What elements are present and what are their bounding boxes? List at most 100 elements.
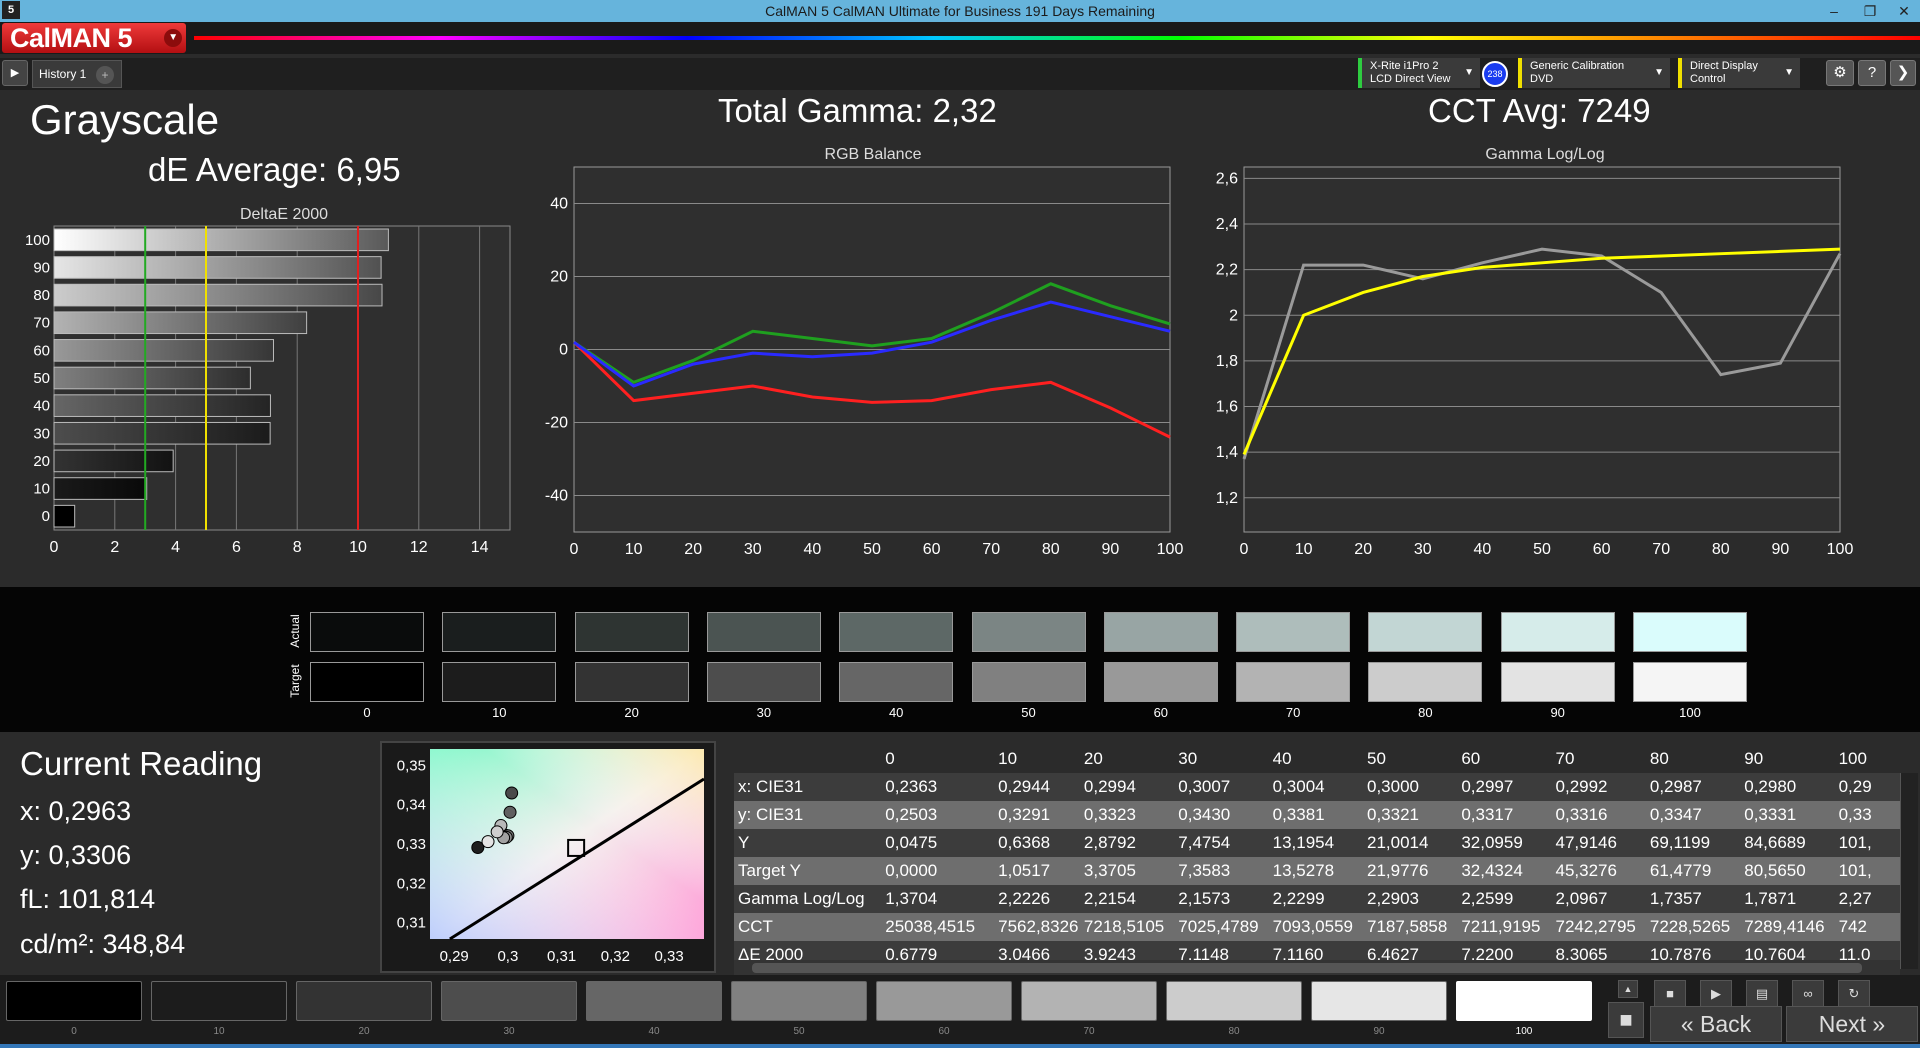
logo-text: CalMAN 5 <box>10 23 133 53</box>
column-header: 10 <box>994 745 1080 773</box>
table-row: CCT 25038,4515 7562,8326 7218,5105 7025,4789… <box>734 913 1900 941</box>
stop-icon[interactable]: ■ <box>1654 980 1686 1008</box>
swatch-label-70: 70 <box>1285 705 1301 720</box>
meter-name: X-Rite i1Pro 2 <box>1370 60 1439 72</box>
table-cell: 2,1573 <box>1174 885 1269 913</box>
play-icon[interactable]: ▶ <box>1700 980 1732 1008</box>
next-button[interactable]: Next » <box>1786 1006 1918 1042</box>
xtick-0: 0 <box>50 539 59 556</box>
calman-logo-menu[interactable]: CalMAN 5 ▼ <box>2 23 186 53</box>
series-line-0 <box>1242 247 1842 460</box>
table-cell: 2,8792 <box>1079 829 1175 857</box>
measured-point <box>505 786 519 800</box>
table-cell: 7093,0559 <box>1268 913 1363 941</box>
bar-20 <box>53 449 174 473</box>
xtick-90: 90 <box>1102 541 1120 558</box>
target-swatch-20 <box>574 662 689 702</box>
table-cell: 0,33 <box>1834 801 1900 829</box>
swatch-label-90: 90 <box>1550 705 1565 720</box>
target-white-point <box>567 838 586 857</box>
target-swatch-100 <box>1633 662 1747 702</box>
chevron-right-icon[interactable]: ❯ <box>1890 60 1916 86</box>
save-icon[interactable]: ▤ <box>1746 980 1778 1008</box>
chevron-up-icon[interactable]: ▲ <box>1618 980 1638 998</box>
xtick-8: 8 <box>293 539 302 556</box>
target-swatch-60 <box>1103 662 1218 702</box>
patch-button-20[interactable] <box>296 981 432 1021</box>
close-button[interactable]: ✕ <box>1898 3 1910 19</box>
column-header <box>734 745 882 773</box>
xtick-10: 10 <box>349 539 367 556</box>
series-line-2 <box>573 300 1171 388</box>
patch-button-30[interactable] <box>441 981 577 1021</box>
next-label: Next <box>1818 1011 1867 1037</box>
reading-fl: fL: 101,814 <box>20 884 156 914</box>
add-tab-button[interactable]: + <box>96 66 114 84</box>
chevron-down-icon: ▼ <box>1464 67 1474 78</box>
patch-button-10[interactable] <box>151 981 287 1021</box>
chevron-down-icon: ▼ <box>1784 67 1794 78</box>
patch-button-0[interactable] <box>6 981 142 1021</box>
display-select[interactable]: Direct Display Control ▼ <box>1678 58 1800 88</box>
actual-swatch-90 <box>1500 612 1615 652</box>
bar-40 <box>53 394 271 417</box>
table-cell: 0,2944 <box>994 773 1080 801</box>
minimize-button[interactable]: – <box>1830 3 1838 19</box>
column-header: 90 <box>1740 745 1835 773</box>
meter-badge[interactable]: 238 <box>1482 61 1508 87</box>
xtick-40: 40 <box>1474 541 1492 558</box>
table-cell: 0,3316 <box>1551 801 1646 829</box>
table-cell: 0,2994 <box>1079 773 1175 801</box>
scrollbar-thumb[interactable] <box>752 963 1862 973</box>
windows-taskbar <box>0 1044 1920 1048</box>
patch-button-100[interactable] <box>1456 981 1592 1021</box>
actual-swatch-60 <box>1103 612 1218 652</box>
table-cell: 2,2299 <box>1268 885 1363 913</box>
swatch-label-50: 50 <box>1021 705 1036 720</box>
target-swatch-90 <box>1500 662 1615 702</box>
table-cell: 7562,8326 <box>994 913 1080 941</box>
help-icon[interactable]: ? <box>1858 60 1886 86</box>
table-cell: 2,2154 <box>1079 885 1175 913</box>
restore-button[interactable]: ❐ <box>1863 3 1877 19</box>
patch-button-70[interactable] <box>1021 981 1157 1021</box>
actual-swatch-30 <box>706 612 821 652</box>
reading-cdm2: cd/m²: 348,84 <box>20 929 186 959</box>
patch-button-90[interactable] <box>1311 981 1447 1021</box>
column-header: 30 <box>1174 745 1269 773</box>
table-cell: 1,0517 <box>994 857 1080 885</box>
actual-swatch-10 <box>442 612 557 652</box>
xtick-90: 90 <box>1772 541 1790 558</box>
patch-button-60[interactable] <box>876 981 1012 1021</box>
vertical-scrollbar[interactable] <box>1900 773 1918 969</box>
settings-gear-icon[interactable]: ⚙ <box>1826 60 1854 86</box>
patch-button-80[interactable] <box>1166 981 1302 1021</box>
column-header: 0 <box>881 745 995 773</box>
data-table: 0 10 20 30 40 50 60 70 80 90 100 x: CIE31 0,2363 0,29… <box>734 745 1900 969</box>
table-cell: 21,9776 <box>1362 857 1458 885</box>
series-line-1 <box>573 282 1171 385</box>
refresh-icon[interactable]: ↻ <box>1838 980 1870 1008</box>
stop-button[interactable]: ■ <box>1608 1002 1644 1038</box>
cie-overlay <box>430 749 704 939</box>
xtick-50: 50 <box>863 541 881 558</box>
play-icon[interactable]: ▶ <box>2 60 28 86</box>
ytick-0: 0 <box>42 508 50 525</box>
back-button[interactable]: « Back <box>1650 1006 1782 1042</box>
table-cell: 25038,4515 <box>881 913 995 941</box>
table-cell: 0,3007 <box>1174 773 1269 801</box>
ytick-0,31: 0,31 <box>397 915 426 932</box>
source-select[interactable]: Generic Calibration DVD ▼ <box>1518 58 1670 88</box>
patch-button-50[interactable] <box>731 981 867 1021</box>
meter-select[interactable]: X-Rite i1Pro 2 LCD Direct View ▼ <box>1358 58 1480 88</box>
xtick-0,32: 0,32 <box>601 948 630 965</box>
patch-button-40[interactable] <box>586 981 722 1021</box>
app-icon[interactable]: 5 <box>2 1 20 19</box>
horizontal-scrollbar[interactable] <box>734 960 1900 976</box>
rainbow-strip <box>194 36 1920 40</box>
actual-swatch-40 <box>839 612 954 652</box>
table-cell: 13,5278 <box>1268 857 1363 885</box>
xtick-0,3: 0,3 <box>497 948 518 965</box>
loop-icon[interactable]: ∞ <box>1792 980 1824 1008</box>
ytick--40: -40 <box>545 488 568 505</box>
